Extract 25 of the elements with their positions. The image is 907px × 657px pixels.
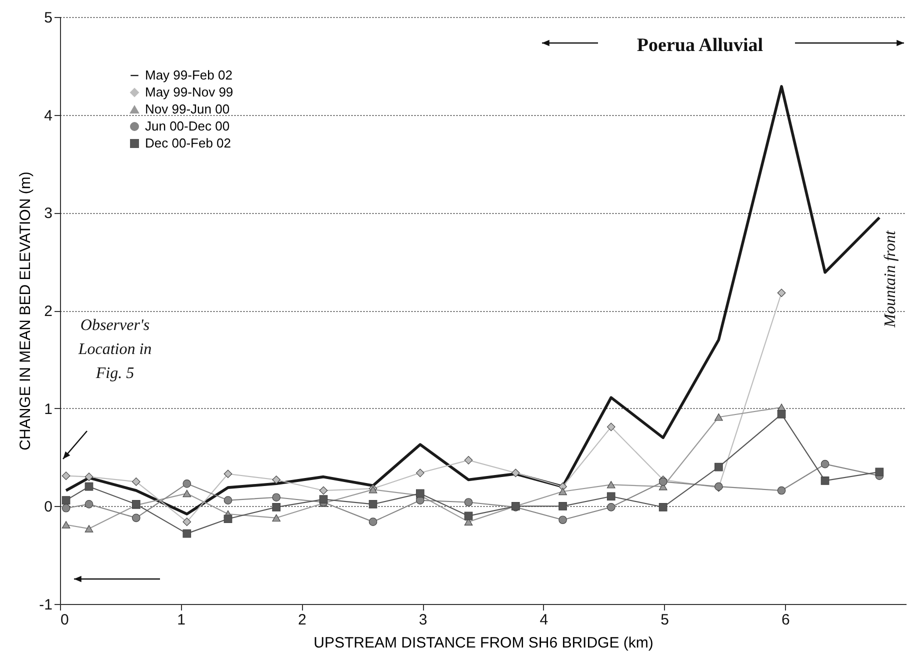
y-tick-label: -1 bbox=[39, 596, 52, 614]
x-tick-label: 4 bbox=[540, 612, 548, 628]
x-tick-label: 2 bbox=[298, 612, 306, 628]
x-tick-label: 3 bbox=[418, 612, 428, 628]
x-tick-label: 6 bbox=[781, 612, 790, 628]
y-tick-label: 5 bbox=[44, 10, 52, 26]
y-tick-label: 1 bbox=[44, 400, 52, 418]
x-tick-label: 0 bbox=[60, 612, 69, 628]
x-tick-label: 1 bbox=[177, 612, 186, 628]
y-tick-label: 0 bbox=[44, 498, 52, 516]
legend-label: Nov 99-Jun 00 bbox=[145, 102, 230, 116]
legend-label: Dec 00-Feb 02 bbox=[145, 136, 231, 150]
y-axis-title: CHANGE IN MEAN BED ELEVATION (m) bbox=[17, 172, 34, 450]
legend-label: May 99-Feb 02 bbox=[145, 68, 232, 82]
y-tick-label: 4 bbox=[44, 107, 52, 124]
x-tick-label: 5 bbox=[660, 612, 669, 628]
legend-label: May 99-Nov 99 bbox=[145, 84, 234, 100]
y-tick-label: 2 bbox=[44, 303, 52, 320]
line-series bbox=[64, 85, 881, 516]
annotation: Observer's Location in Fig. 5 bbox=[77, 317, 152, 382]
x-axis-title: UPSTREAM DISTANCE FROM SH6 BRIDGE (km) bbox=[314, 634, 654, 652]
legend-label: Jun 00-Dec 00 bbox=[145, 118, 230, 134]
annotation: Mountain front bbox=[882, 230, 899, 328]
y-tick-label: 3 bbox=[44, 205, 52, 222]
annotation: Poerua Alluvial bbox=[636, 35, 764, 56]
